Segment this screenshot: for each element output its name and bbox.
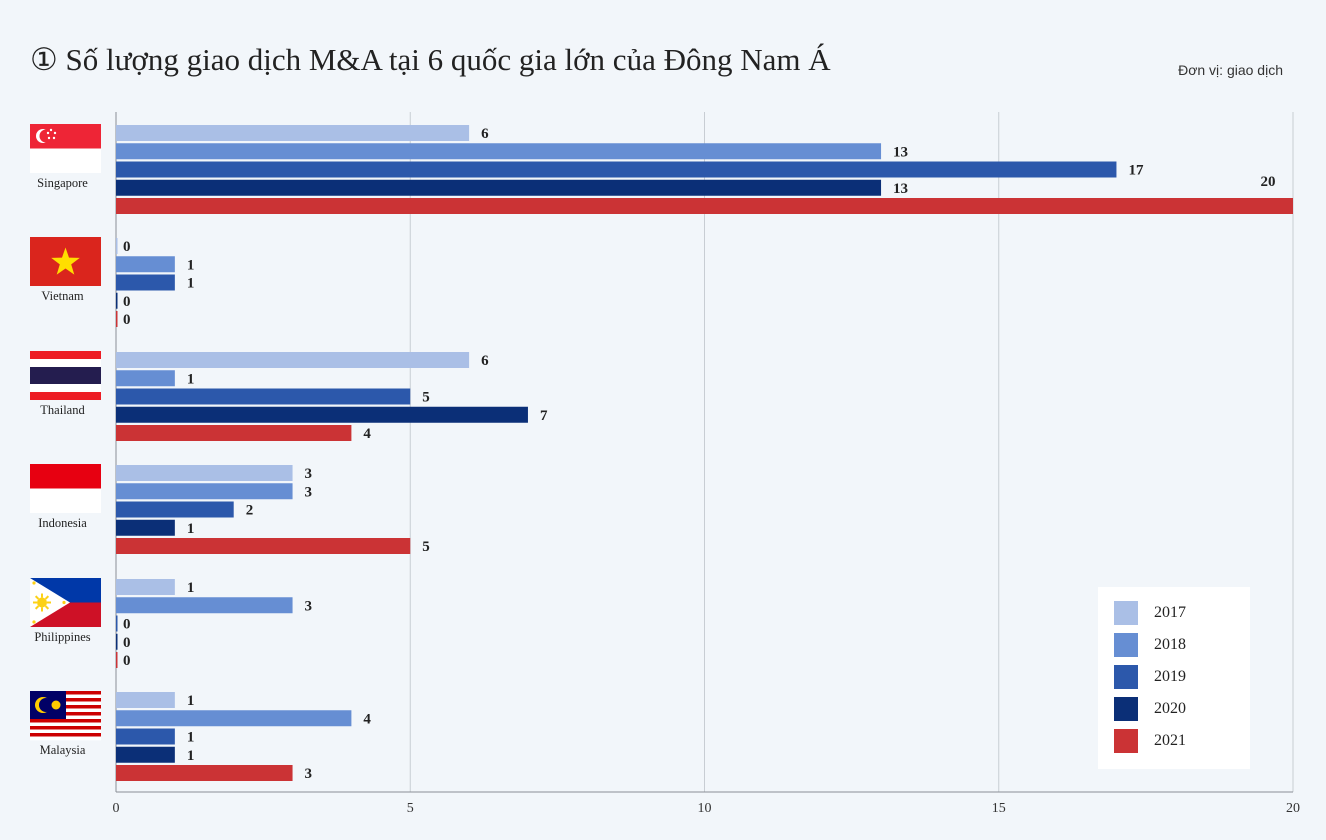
data-label: 0 [123, 653, 131, 669]
bar-thailand-2020 [116, 406, 528, 423]
legend-swatch [1114, 697, 1138, 721]
legend-label: 2017 [1154, 604, 1186, 621]
philippines-flag-icon [30, 578, 101, 627]
data-label: 3 [305, 598, 313, 614]
legend-swatch [1114, 665, 1138, 689]
bar-thailand-2017 [116, 352, 470, 368]
bar-singapore-2018 [116, 143, 882, 160]
data-label: 17 [1128, 163, 1144, 179]
x-tick-label: 0 [113, 801, 120, 816]
bar-malaysia-2021 [116, 765, 293, 781]
bar-singapore-2019 [116, 161, 1117, 178]
country-label: Malaysia [40, 743, 86, 757]
data-label: 4 [363, 426, 371, 442]
unit-label: Đơn vị: giao dịch [1178, 62, 1283, 78]
data-label: 7 [540, 408, 548, 424]
data-label: 0 [123, 617, 131, 633]
data-label: 0 [123, 294, 131, 310]
vietnam-flag-icon [30, 237, 101, 286]
data-label: 1 [187, 748, 195, 764]
x-tick-label: 20 [1286, 801, 1300, 816]
bar-malaysia-2018 [116, 710, 352, 727]
legend-swatch [1114, 601, 1138, 625]
bar-singapore-2017 [116, 125, 470, 141]
data-label: 1 [187, 521, 195, 537]
data-label: 6 [481, 353, 489, 369]
singapore-flag-icon [30, 124, 101, 173]
bar-indonesia-2019 [116, 501, 234, 518]
bar-philippines-2020 [116, 633, 118, 650]
thailand-flag-icon [30, 351, 101, 400]
bar-philippines-2018 [116, 597, 293, 614]
data-label: 1 [187, 693, 195, 709]
country-label: Vietnam [41, 289, 84, 303]
x-tick-label: 15 [992, 801, 1006, 816]
data-label: 13 [893, 144, 908, 160]
malaysia-flag-icon [30, 691, 101, 741]
country-label: Singapore [37, 176, 88, 190]
bar-vietnam-2021 [116, 311, 118, 327]
bar-indonesia-2021 [116, 538, 411, 554]
bar-philippines-2021 [116, 652, 118, 668]
data-label: 1 [187, 257, 195, 273]
legend-swatch [1114, 633, 1138, 657]
data-label: 0 [123, 312, 131, 328]
data-label: 20 [1261, 174, 1276, 190]
data-label: 0 [123, 635, 131, 651]
bar-vietnam-2017 [116, 238, 118, 254]
legend-label: 2018 [1154, 636, 1186, 653]
legend-item-2018: 2018 [1114, 633, 1186, 657]
bar-thailand-2021 [116, 425, 352, 441]
data-label: 5 [422, 539, 430, 555]
legend-item-2019: 2019 [1114, 665, 1186, 689]
data-label: 3 [305, 766, 313, 782]
country-label: Indonesia [38, 516, 87, 530]
bar-indonesia-2020 [116, 519, 175, 536]
data-label: 13 [893, 181, 908, 197]
country-label: Thailand [40, 403, 85, 417]
legend: 2017 2018 2019 2020 2021 [1098, 587, 1250, 769]
data-label: 1 [187, 580, 195, 596]
legend-label: 2021 [1154, 732, 1186, 749]
data-label: 4 [363, 711, 371, 727]
legend-label: 2020 [1154, 700, 1186, 717]
legend-item-2017: 2017 [1114, 601, 1186, 625]
legend-swatch [1114, 729, 1138, 753]
x-tick-label: 10 [698, 801, 712, 816]
bar-vietnam-2019 [116, 274, 175, 291]
bar-malaysia-2017 [116, 692, 175, 708]
bar-philippines-2017 [116, 579, 175, 595]
bar-vietnam-2020 [116, 292, 118, 309]
bar-malaysia-2019 [116, 728, 175, 745]
data-label: 3 [305, 466, 313, 482]
data-label: 1 [187, 276, 195, 292]
data-label: 5 [422, 390, 430, 406]
data-label: 2 [246, 503, 254, 519]
data-label: 6 [481, 126, 489, 142]
bar-thailand-2018 [116, 370, 175, 387]
data-label: 1 [187, 371, 195, 387]
legend-item-2021: 2021 [1114, 729, 1186, 753]
bar-vietnam-2018 [116, 256, 175, 273]
country-label: Philippines [34, 630, 90, 644]
legend-item-2020: 2020 [1114, 697, 1186, 721]
legend-label: 2019 [1154, 668, 1186, 685]
bar-malaysia-2020 [116, 746, 175, 763]
bar-philippines-2019 [116, 615, 118, 632]
bar-indonesia-2017 [116, 465, 293, 481]
chart-title: ① Số lượng giao dịch M&A tại 6 quốc gia … [30, 42, 831, 77]
data-label: 0 [123, 239, 131, 255]
bar-thailand-2019 [116, 388, 411, 405]
indonesia-flag-icon [30, 464, 101, 513]
data-label: 1 [187, 730, 195, 746]
x-tick-label: 5 [407, 801, 414, 816]
data-label: 3 [305, 484, 313, 500]
bar-singapore-2021 [116, 198, 1293, 214]
bar-singapore-2020 [116, 179, 882, 196]
bar-indonesia-2018 [116, 483, 293, 500]
